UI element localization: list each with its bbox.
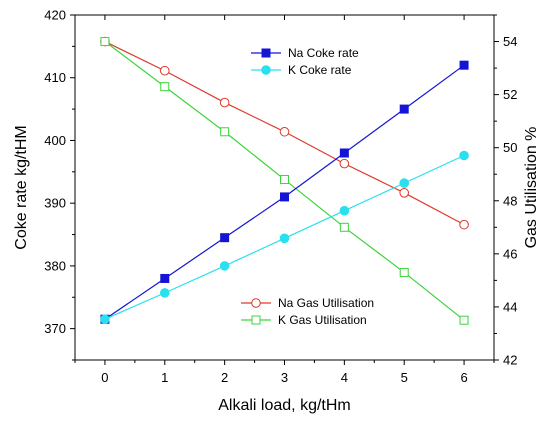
data-point-k-coke-rate	[399, 178, 410, 188]
data-point-na-coke-rate	[339, 148, 349, 158]
x-tick-label: 4	[341, 370, 348, 385]
data-point-na-gas-utilisation	[279, 126, 290, 137]
data-point-na-coke-rate	[399, 104, 409, 114]
data-point-k-gas-utilisation	[160, 82, 170, 92]
left-y-tick-label: 370	[44, 321, 66, 336]
legend-bottom-center: Na Gas Utilisation K Gas Utilisation	[241, 296, 374, 327]
series-na-coke-rate	[100, 60, 469, 324]
data-point-k-coke-rate	[159, 288, 170, 298]
right-y-tick-label: 54	[503, 34, 517, 49]
series-k-gas-utilisation	[100, 37, 469, 325]
x-tick-label: 3	[281, 370, 288, 385]
data-point-k-coke-rate	[219, 261, 230, 271]
legend-marker-k-gas-utilisation	[251, 315, 261, 325]
data-point-na-gas-utilisation	[339, 158, 350, 169]
data-point-na-gas-utilisation	[219, 97, 230, 108]
legend-label-k-gas-utilisation: K Gas Utilisation	[278, 313, 367, 327]
right-y-tick-label: 52	[503, 87, 517, 102]
right-y-tick-label: 44	[503, 299, 517, 314]
data-point-k-coke-rate	[279, 233, 290, 244]
data-point-k-coke-rate	[100, 314, 110, 325]
series-layer	[100, 36, 469, 325]
legend-marker-na-coke-rate	[261, 48, 271, 58]
right-y-axis-title: Gas Utilisation %	[523, 127, 540, 249]
legend-layer: Na Coke rate K Coke rate Na Gas Utilisatio…	[241, 46, 374, 327]
data-point-na-coke-rate	[220, 233, 230, 243]
data-point-k-gas-utilisation	[459, 315, 469, 325]
data-point-na-coke-rate	[280, 192, 289, 202]
data-point-k-coke-rate	[339, 205, 350, 216]
right-y-tick-label: 42	[503, 353, 517, 368]
right-y-tick-label: 46	[503, 246, 517, 261]
left-y-tick-label: 410	[44, 70, 66, 85]
legend-marker-k-coke-rate	[261, 65, 271, 75]
data-point-na-gas-utilisation	[399, 188, 410, 198]
data-point-na-coke-rate	[459, 60, 469, 70]
series-k-coke-rate	[100, 150, 469, 325]
data-point-na-gas-utilisation	[159, 65, 170, 76]
x-tick-label: 5	[401, 370, 408, 385]
left-y-tick-label: 390	[44, 196, 66, 211]
left-y-tick-label: 400	[44, 133, 66, 148]
left-y-tick-label: 420	[44, 8, 66, 23]
legend-label-k-coke-rate: K Coke rate	[288, 63, 352, 77]
left-y-tick-label: 380	[44, 258, 66, 273]
x-tick-label: 1	[161, 370, 168, 385]
data-point-k-coke-rate	[459, 150, 469, 161]
series-line-na-coke-rate	[104, 64, 465, 320]
x-tick-label: 0	[101, 370, 108, 385]
x-tick-label: 2	[221, 370, 228, 385]
data-point-k-gas-utilisation	[339, 222, 349, 232]
legend-marker-na-gas-utilisation	[251, 298, 261, 308]
x-tick-label: 6	[460, 370, 467, 385]
data-point-k-gas-utilisation	[280, 175, 289, 185]
legend-label-na-gas-utilisation: Na Gas Utilisation	[278, 296, 374, 310]
data-point-k-gas-utilisation	[399, 267, 409, 277]
legend-top-center: Na Coke rate K Coke rate	[251, 46, 359, 77]
data-point-k-gas-utilisation	[100, 37, 110, 47]
x-axis-title: Alkali load, kg/tHm	[218, 397, 351, 414]
right-y-tick-label: 50	[503, 140, 517, 155]
data-point-k-gas-utilisation	[220, 127, 230, 137]
ticks-layer: 0 1 2 3 4 5 6 370 380 390 400 410 420 42 44 46 48 50 52 54	[44, 8, 517, 386]
left-y-axis-title: Coke rate kg/tHM	[13, 125, 30, 249]
data-point-na-gas-utilisation	[459, 219, 469, 230]
data-point-na-coke-rate	[160, 273, 170, 283]
legend-label-na-coke-rate: Na Coke rate	[288, 46, 359, 60]
right-y-tick-label: 48	[503, 193, 517, 208]
